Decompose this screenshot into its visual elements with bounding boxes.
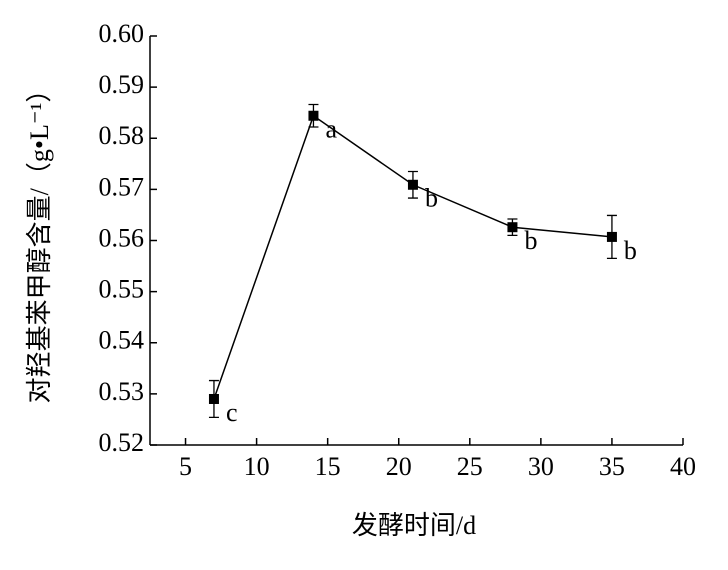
y-tick-label: 0.58	[99, 121, 145, 150]
point-label: c	[226, 398, 238, 427]
point-label: b	[425, 184, 438, 213]
x-tick-label: 20	[386, 452, 412, 481]
point	[407, 179, 418, 190]
x-tick-label: 35	[599, 452, 625, 481]
y-tick-label: 0.57	[99, 172, 145, 201]
x-tick-label: 25	[457, 452, 483, 481]
y-axis-label: 对羟基苯甲醇含量/（g•L⁻¹）	[25, 77, 54, 404]
y-tick-label: 0.59	[99, 70, 145, 99]
point-label: b	[624, 236, 637, 265]
point-label: a	[325, 115, 337, 144]
x-tick-label: 30	[528, 452, 554, 481]
line	[213, 114, 613, 400]
y-tick-label: 0.55	[99, 275, 145, 304]
point-label: b	[524, 226, 537, 255]
y-tick-label: 0.54	[99, 326, 145, 355]
point	[308, 110, 319, 121]
x-axis-label: 发酵时间/d	[352, 511, 476, 540]
x-tick-label: 10	[244, 452, 270, 481]
x-tick-label: 40	[670, 452, 696, 481]
y-tick-label: 0.52	[99, 428, 145, 457]
y-tick-label: 0.56	[99, 223, 145, 252]
point	[507, 222, 518, 233]
y-tick-label: 0.53	[99, 377, 145, 406]
point	[606, 231, 617, 242]
point	[208, 393, 219, 404]
y-tick-label: 0.60	[99, 19, 145, 48]
x-tick-label: 5	[179, 452, 192, 481]
x-tick-label: 15	[315, 452, 341, 481]
